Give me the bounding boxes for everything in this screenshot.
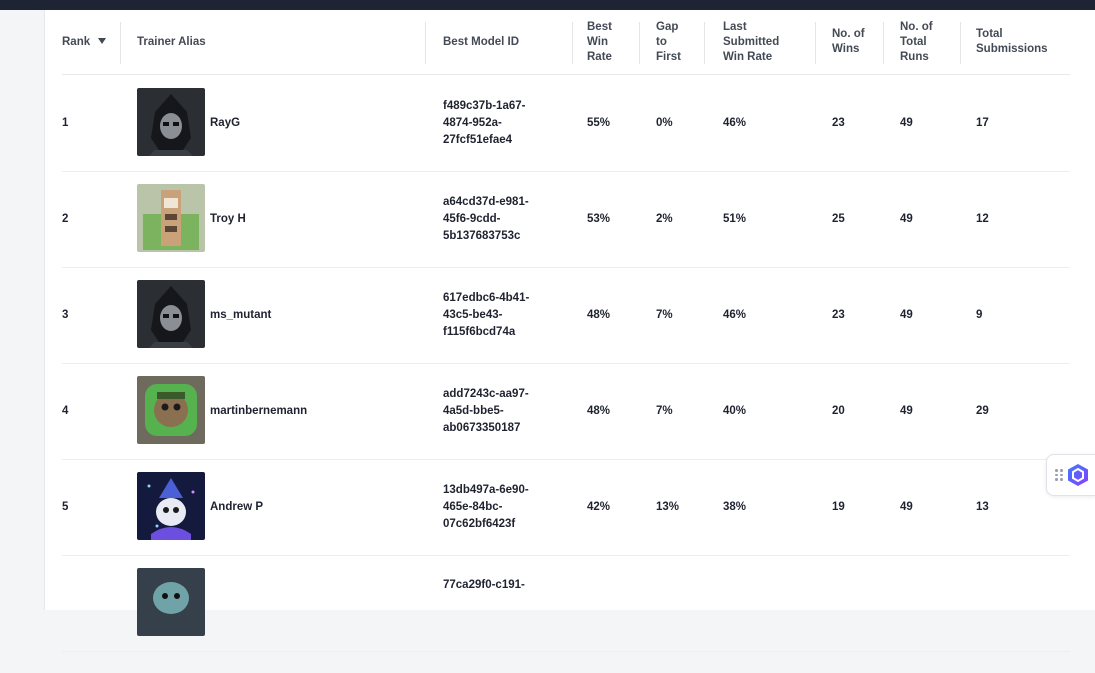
total-runs-cell	[900, 555, 940, 651]
gap-to-first-cell: 2%	[656, 213, 673, 225]
total-submissions-cell: 13	[976, 501, 989, 513]
wins-cell: 23	[832, 309, 845, 321]
table-row[interactable]: 1 RayG f489c37b-1a67- 4874-952a- 27fcf51ef…	[62, 75, 1070, 172]
total-runs-cell: 49	[900, 501, 913, 513]
table-row[interactable]: 77ca29f0-c191-	[62, 555, 1070, 652]
model-id-cell[interactable]: 13db497a-6e90- 465e-84bc- 07c62bf6423f	[443, 483, 529, 530]
gap-to-first-cell: 7%	[656, 309, 673, 321]
total-submissions-cell: 9	[976, 309, 983, 321]
total-runs-cell: 49	[900, 309, 913, 321]
wizard-llama-avatar[interactable]	[137, 472, 205, 540]
llama-tower-avatar[interactable]	[137, 184, 205, 252]
table-row[interactable]: 5 Andrew P 13db497a-6e90- 465e-84bc- 07c62…	[62, 459, 1070, 556]
header-no-of-wins[interactable]: No. of Wins	[832, 28, 865, 55]
model-id-cell[interactable]: 617edbc6-4b41- 43c5-be43- f115f6bcd74a	[443, 291, 530, 338]
leaderboard-panel	[44, 10, 1095, 610]
trainer-alias-cell[interactable]: Troy H	[210, 213, 246, 225]
best-win-rate-cell: 48%	[587, 309, 611, 321]
gap-to-first-cell: 13%	[656, 501, 680, 513]
trainer-alias-cell[interactable]: martinbernemann	[210, 405, 308, 417]
trainer-alias-cell[interactable]: RayG	[210, 117, 241, 129]
column-divider	[639, 22, 640, 64]
gap-to-first-cell: 0%	[656, 117, 673, 129]
wins-cell: 19	[832, 501, 845, 513]
wins-cell: 23	[832, 117, 845, 129]
total-runs-cell: 49	[900, 213, 913, 225]
best-win-rate-cell: 53%	[587, 213, 611, 225]
table-row[interactable]: 2 Troy H a64cd37d-e981- 45f6-9cdd- 5b13768…	[62, 171, 1070, 268]
total-runs-cell: 49	[900, 117, 913, 129]
rank-cell: 1	[62, 117, 69, 129]
last-win-rate-cell: 46%	[723, 117, 747, 129]
last-win-rate-cell: 40%	[723, 405, 747, 417]
column-divider	[960, 22, 961, 64]
trainer-alias-cell[interactable]: ms_mutant	[210, 309, 272, 321]
trainer-alias-cell[interactable]: Andrew P	[210, 501, 264, 513]
best-win-rate-cell: 48%	[587, 405, 611, 417]
hooded-rogue-avatar[interactable]	[137, 280, 205, 348]
best-win-rate-cell: 42%	[587, 501, 611, 513]
sort-descending-icon[interactable]	[98, 38, 107, 44]
table-row[interactable]: 3 ms_mutant 617edbc6-4b41- 43c5-be43- f115…	[62, 267, 1070, 364]
last-win-rate-cell: 51%	[723, 213, 747, 225]
header-last-submitted-win-rate[interactable]: Last Submitted Win Rate	[723, 20, 780, 63]
header-best-model-id[interactable]: Best Model ID	[443, 35, 520, 48]
floating-assistant-widget[interactable]	[1046, 454, 1095, 496]
rank-cell: 3	[62, 309, 69, 321]
green-goblin-avatar[interactable]	[137, 376, 205, 444]
column-divider	[704, 22, 705, 64]
total-runs-cell: 49	[900, 405, 913, 417]
header-best-win-rate[interactable]: Best Win Rate	[587, 20, 612, 63]
header-no-of-total-runs[interactable]: No. of Total Runs	[900, 20, 933, 63]
wins-cell: 25	[832, 213, 845, 225]
total-submissions-cell: 17	[976, 117, 989, 129]
table-header: Rank Trainer Alias Best Model ID Best Wi…	[62, 10, 1070, 75]
trainer-alias-cell[interactable]	[210, 555, 410, 651]
armored-llama-avatar[interactable]	[137, 568, 205, 636]
total-submissions-cell: 12	[976, 213, 989, 225]
total-submissions-cell	[976, 555, 1016, 651]
rank-cell: 5	[62, 501, 69, 513]
gap-to-first-cell: 7%	[656, 405, 673, 417]
hexagon-logo-icon[interactable]	[1067, 463, 1089, 487]
last-win-rate-cell: 46%	[723, 309, 747, 321]
column-divider	[120, 22, 121, 64]
total-submissions-cell: 29	[976, 405, 989, 417]
top-bar	[0, 0, 1095, 10]
header-trainer-alias[interactable]: Trainer Alias	[137, 35, 206, 48]
rank-cell: 2	[62, 213, 69, 225]
column-divider	[815, 22, 816, 64]
drag-grip-icon[interactable]	[1055, 469, 1063, 481]
wins-cell: 20	[832, 405, 845, 417]
rank-cell	[62, 555, 112, 651]
last-win-rate-cell	[723, 555, 783, 651]
table-row[interactable]: 4 martinbernemann add7243c-aa97- 4a5d-bbe5…	[62, 363, 1070, 460]
wins-cell	[832, 555, 872, 651]
column-divider	[883, 22, 884, 64]
model-id-cell[interactable]: add7243c-aa97- 4a5d-bbe5- ab0673350187	[443, 387, 529, 434]
model-id-cell[interactable]: a64cd37d-e981- 45f6-9cdd- 5b137683753c	[443, 195, 529, 242]
column-divider	[572, 22, 573, 64]
header-rank[interactable]: Rank	[62, 10, 122, 74]
hooded-rogue-avatar[interactable]	[137, 88, 205, 156]
best-win-rate-cell: 55%	[587, 117, 611, 129]
column-divider	[425, 22, 426, 64]
header-total-submissions[interactable]: Total Submissions	[976, 28, 1048, 55]
header-gap-to-first[interactable]: Gap to First	[656, 20, 681, 63]
model-id-cell[interactable]: f489c37b-1a67- 4874-952a- 27fcf51efae4	[443, 99, 526, 146]
last-win-rate-cell: 38%	[723, 501, 747, 513]
gap-to-first-cell	[656, 555, 701, 651]
rank-cell: 4	[62, 405, 69, 417]
model-id-cell[interactable]: 77ca29f0-c191-	[443, 579, 525, 591]
best-win-rate-cell	[587, 555, 637, 651]
